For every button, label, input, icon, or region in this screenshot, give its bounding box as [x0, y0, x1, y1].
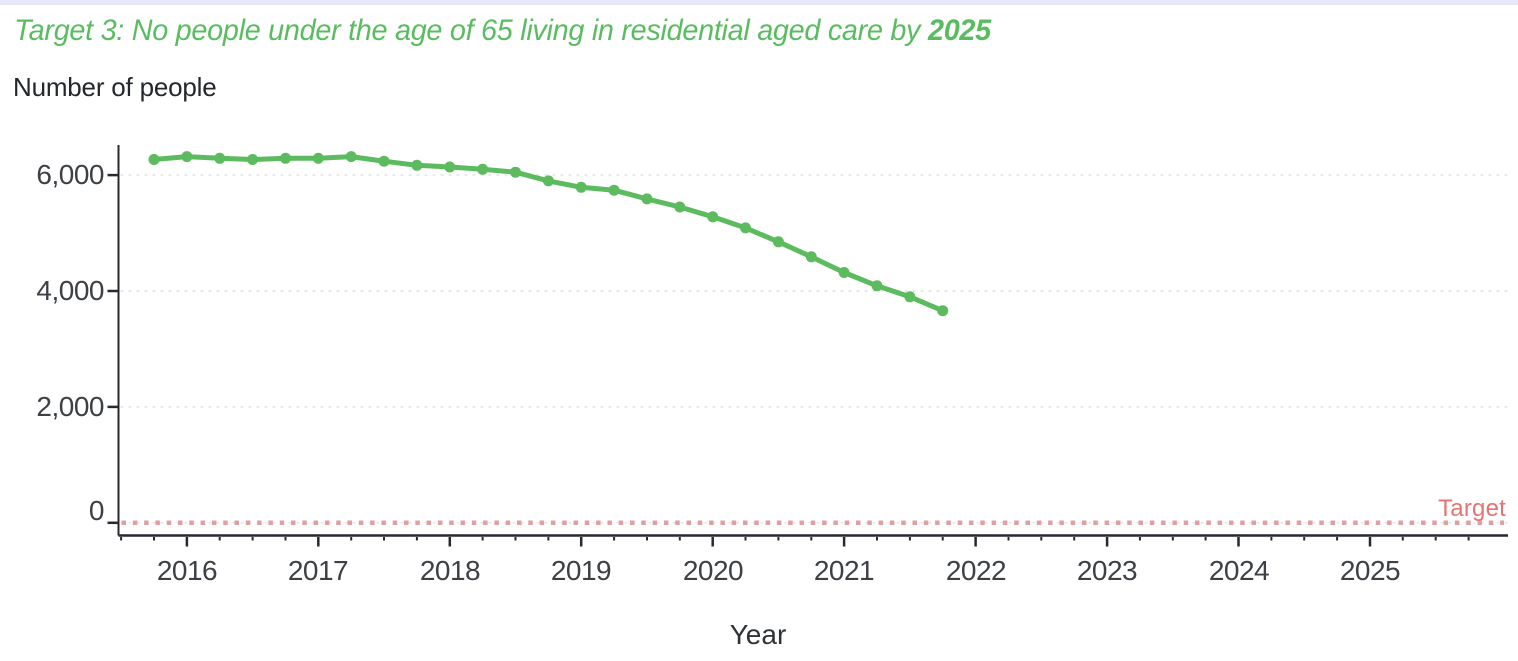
x-axis: [118, 534, 1508, 547]
data-point[interactable]: [312, 152, 324, 164]
data-point[interactable]: [937, 305, 949, 317]
x-tick-label: 2017: [287, 555, 349, 586]
data-point[interactable]: [345, 151, 357, 163]
y-tick-label: 6,000: [36, 159, 104, 190]
data-point[interactable]: [838, 267, 850, 278]
data-point[interactable]: [214, 152, 226, 164]
data-point[interactable]: [148, 154, 160, 165]
chart-title-year: 2025: [927, 14, 991, 47]
data-point[interactable]: [674, 201, 686, 213]
x-tick-label: 2024: [1208, 555, 1270, 586]
x-tick-label: 2021: [813, 555, 875, 586]
data-point[interactable]: [707, 211, 719, 223]
data-point[interactable]: [378, 155, 390, 167]
data-point[interactable]: [411, 159, 423, 171]
data-point[interactable]: [740, 222, 751, 234]
data-point[interactable]: [510, 166, 521, 178]
data-point[interactable]: [608, 184, 620, 196]
data-point[interactable]: [247, 154, 259, 165]
data-point[interactable]: [904, 291, 916, 303]
x-tick-label: 2020: [682, 555, 744, 586]
x-axis-title: Year: [729, 619, 787, 650]
chart-title-text: Target 3: No people under the age of 65 …: [14, 14, 928, 47]
target-line-label: Target: [1438, 495, 1506, 522]
data-point[interactable]: [280, 152, 291, 164]
x-tick-label: 2023: [1076, 555, 1138, 586]
data-point[interactable]: [542, 175, 554, 187]
y-tick-label: 2,000: [36, 391, 104, 422]
gridlines: [120, 174, 1508, 524]
x-tick-label: 2018: [419, 555, 481, 586]
x-tick-label: 2016: [156, 555, 218, 586]
data-point[interactable]: [871, 280, 883, 292]
data-point[interactable]: [575, 181, 587, 193]
data-point[interactable]: [181, 151, 193, 163]
chart-title: Target 3: No people under the age of 65 …: [14, 14, 991, 48]
data-point[interactable]: [772, 236, 784, 248]
x-tick-label: 2025: [1339, 555, 1401, 586]
y-tick-label: 4,000: [36, 275, 104, 306]
top-strip: [0, 0, 1518, 5]
x-tick-label: 2022: [945, 555, 1007, 586]
data-points: [148, 151, 949, 317]
data-point[interactable]: [444, 161, 456, 173]
x-tick-label: 2019: [550, 555, 612, 586]
data-point[interactable]: [805, 251, 817, 263]
y-tick-label: 0: [88, 495, 105, 526]
data-point[interactable]: [477, 163, 489, 175]
y-axis-title: Number of people: [13, 72, 217, 102]
y-axis: [107, 145, 120, 536]
data-point[interactable]: [641, 193, 653, 205]
